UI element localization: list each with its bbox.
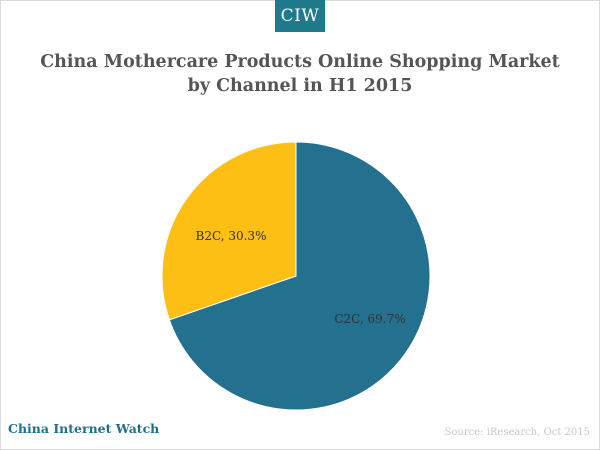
chart-title-line-1: China Mothercare Products Online Shoppin… <box>40 52 560 72</box>
chart-title: China Mothercare Products Online Shoppin… <box>40 50 560 98</box>
pie-slice-b2c <box>161 141 297 321</box>
pie-slice-c2c <box>168 141 431 411</box>
ciw-logo: CIW <box>275 0 325 32</box>
pie-label-c2c: C2C, 69.7% <box>334 312 405 326</box>
logo-label: CIW <box>280 6 320 26</box>
chart-title-line-2: by Channel in H1 2015 <box>187 76 413 96</box>
source-label: Source: iResearch, Oct 2015 <box>444 427 590 438</box>
brand-label: China Internet Watch <box>8 421 160 436</box>
pie-label-b2c: B2C, 30.3% <box>196 229 267 243</box>
